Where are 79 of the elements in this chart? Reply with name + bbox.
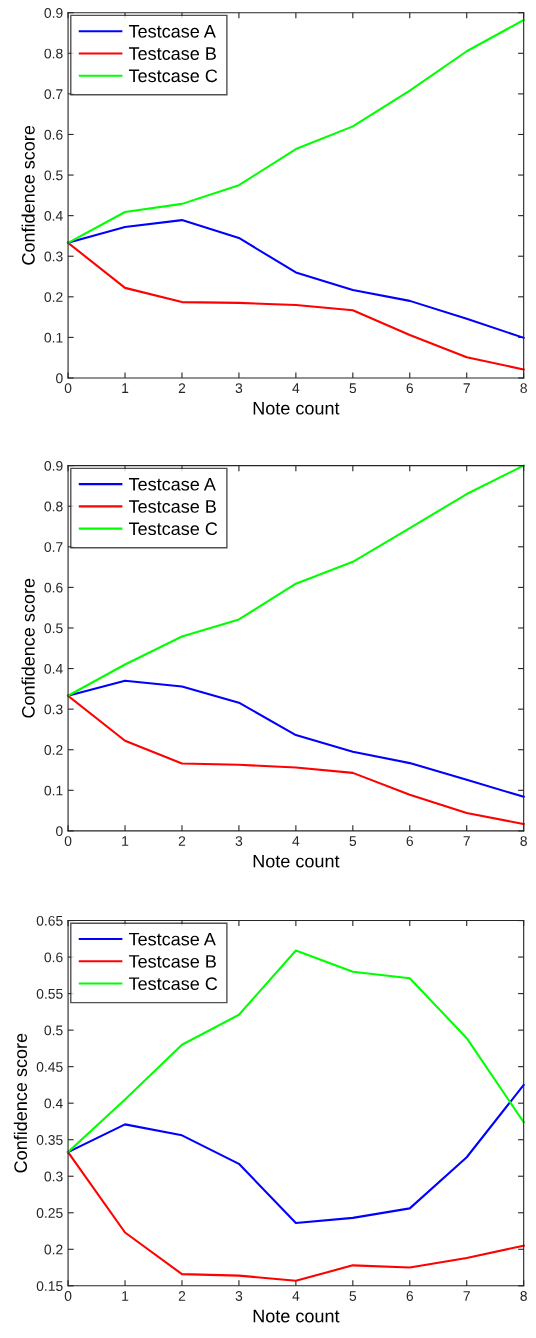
y-tick-label: 0.3 — [44, 1171, 63, 1182]
legend-label: Testcase A — [128, 478, 216, 491]
x-tick-label: 2 — [178, 383, 186, 393]
x-tick-label: 5 — [349, 383, 357, 394]
legend-label: Testcase C — [128, 69, 218, 83]
x-tick-label: 8 — [520, 836, 527, 846]
x-tick-label: 0 — [64, 1291, 72, 1301]
x-tick-label: 1 — [122, 1291, 129, 1301]
y-tick-label: 0.5 — [44, 170, 63, 181]
y-tick-label: 0.2 — [44, 1244, 63, 1255]
y-axis-title: Confidence score — [13, 1033, 28, 1173]
y-tick-label: 0.5 — [44, 623, 63, 634]
x-tick-label: 6 — [406, 1291, 414, 1301]
x-tick-label: 6 — [406, 836, 414, 846]
x-tick-label: 5 — [349, 1291, 357, 1301]
x-axis-title: Note count — [253, 1309, 340, 1323]
x-tick-label: 2 — [178, 836, 186, 846]
y-tick-label: 0.7 — [44, 89, 63, 100]
y-tick-label: 0.25 — [36, 1208, 63, 1218]
y-axis-title: Confidence score — [21, 578, 35, 718]
y-tick-label: 0.1 — [44, 332, 63, 343]
legend-label: Testcase B — [128, 500, 216, 513]
y-tick-label: 0.4 — [44, 663, 63, 674]
line-series — [67, 1151, 525, 1282]
y-tick-label: 0.9 — [44, 460, 63, 471]
y-tick-label: 0.9 — [44, 8, 63, 18]
y-tick-label: 0.5 — [44, 1025, 63, 1036]
y-tick-label: 0.7 — [44, 542, 63, 552]
line-series — [67, 18, 525, 244]
x-tick-label: 0 — [64, 383, 72, 394]
x-tick-label: 4 — [292, 1291, 300, 1301]
y-tick-label: 0.6 — [44, 952, 63, 963]
legend-label: Testcase A — [128, 932, 216, 946]
y-tick-label: 0.35 — [36, 1135, 63, 1145]
x-tick-label: 2 — [178, 1291, 186, 1301]
x-axis-title: Note count — [253, 854, 340, 868]
y-tick-label: 0.2 — [44, 292, 63, 302]
y-tick-label: 0.4 — [44, 1098, 63, 1109]
line-series — [67, 241, 525, 371]
y-tick-label: 0.3 — [44, 704, 63, 715]
x-tick-label: 5 — [349, 836, 357, 846]
x-tick-label: 7 — [463, 383, 470, 393]
x-tick-label: 3 — [235, 383, 243, 394]
x-tick-label: 8 — [520, 1291, 527, 1301]
y-tick-label: 0.2 — [44, 745, 63, 755]
y-tick-label: 0.8 — [44, 501, 63, 512]
line-series — [67, 1083, 525, 1225]
x-tick-label: 3 — [235, 836, 243, 846]
legend-label: Testcase B — [128, 955, 216, 968]
x-tick-label: 1 — [122, 383, 129, 393]
legend-label: Testcase C — [128, 977, 218, 991]
y-tick-label: 0 — [56, 826, 63, 837]
y-tick-label: 0.3 — [44, 251, 63, 262]
y-tick-label: 0 — [56, 373, 63, 384]
x-tick-label: 7 — [463, 836, 470, 846]
legend-label: Testcase B — [128, 47, 216, 60]
y-tick-label: 0.55 — [36, 988, 63, 999]
line-series — [67, 949, 525, 1154]
x-tick-label: 8 — [520, 383, 527, 394]
y-tick-label: 0.8 — [44, 48, 63, 59]
x-tick-label: 4 — [292, 836, 300, 846]
y-tick-label: 0.65 — [36, 915, 63, 926]
y-tick-label: 0.45 — [36, 1061, 63, 1072]
legend-label: Testcase C — [128, 522, 218, 536]
y-axis-title: Confidence score — [21, 125, 35, 265]
y-tick-label: 0.1 — [44, 785, 63, 796]
line-series — [67, 694, 525, 826]
x-tick-label: 1 — [122, 836, 129, 846]
x-tick-label: 0 — [64, 836, 72, 846]
x-axis-title: Note count — [253, 402, 340, 415]
y-tick-label: 0.15 — [36, 1281, 63, 1291]
x-tick-label: 3 — [235, 1291, 243, 1301]
y-tick-label: 0.6 — [44, 582, 63, 593]
x-tick-label: 7 — [463, 1291, 470, 1301]
y-tick-label: 0.6 — [44, 129, 63, 140]
legend-label: Testcase A — [128, 25, 216, 38]
x-tick-label: 4 — [292, 383, 300, 393]
y-tick-label: 0.4 — [44, 210, 63, 221]
x-tick-label: 6 — [406, 383, 414, 394]
